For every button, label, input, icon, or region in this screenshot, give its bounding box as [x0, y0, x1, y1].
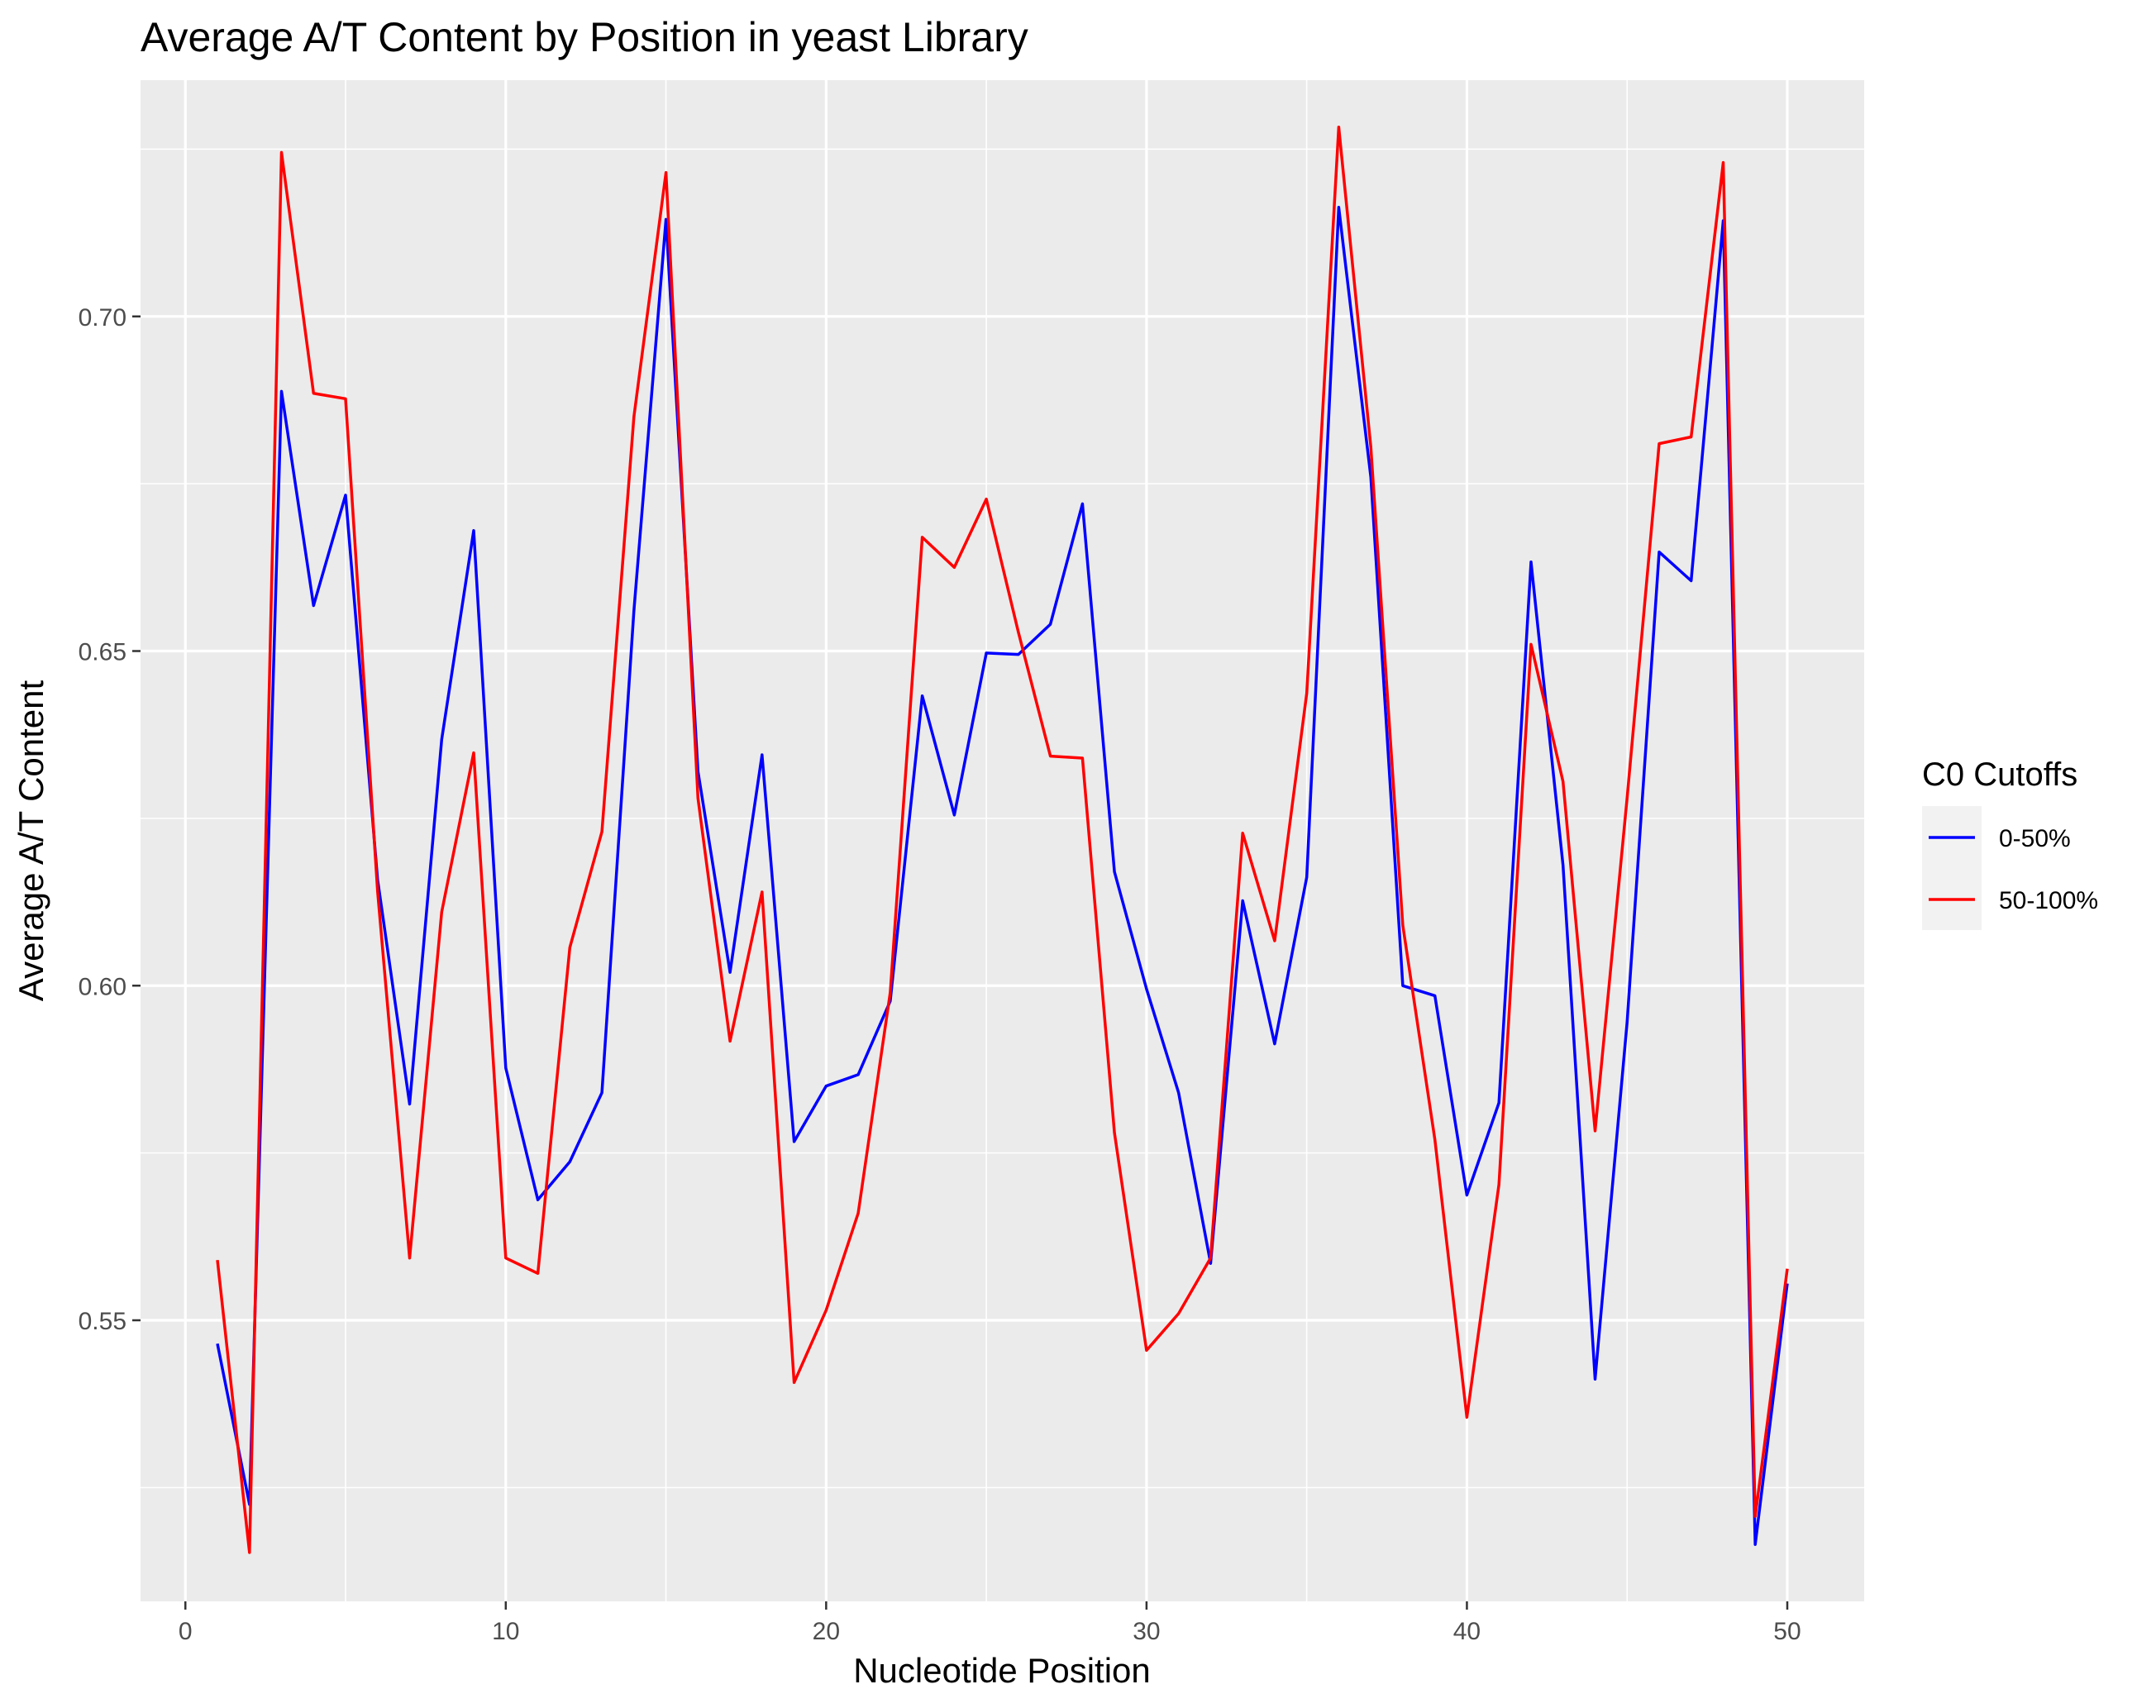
chart-title: Average A/T Content by Position in yeast… — [141, 14, 1028, 60]
x-axis-title: Nucleotide Position — [853, 1651, 1151, 1690]
legend-key-background — [1922, 806, 1982, 930]
y-tick-label: 0.65 — [79, 639, 126, 666]
y-axis-title: Average A/T Content — [12, 680, 50, 1001]
legend-title: C0 Cutoffs — [1922, 756, 2077, 793]
y-tick-label: 0.55 — [79, 1308, 126, 1335]
x-axis: 0 10 20 30 40 50 — [179, 1601, 1801, 1645]
x-tick-label: 40 — [1453, 1618, 1481, 1645]
series-lines — [216, 125, 1789, 1554]
y-tick-label: 0.70 — [79, 304, 126, 332]
plot-panel — [141, 80, 1864, 1601]
y-tick-label: 0.60 — [79, 973, 126, 1000]
series-line-50-100 — [216, 125, 1789, 1554]
y-axis: 0.55 0.60 0.65 0.70 — [79, 304, 141, 1335]
x-tick-label: 10 — [492, 1618, 519, 1645]
series-line-0-50 — [216, 206, 1789, 1546]
x-tick-label: 50 — [1773, 1618, 1801, 1645]
legend-label-50-100: 50-100% — [1999, 887, 2098, 914]
legend: C0 Cutoffs 0-50% 50-100% — [1922, 756, 2098, 930]
legend-label-0-50: 0-50% — [1999, 825, 2071, 852]
x-tick-label: 0 — [179, 1618, 193, 1645]
x-tick-label: 30 — [1133, 1618, 1160, 1645]
x-tick-label: 20 — [813, 1618, 840, 1645]
minor-gridlines — [141, 80, 1864, 1601]
